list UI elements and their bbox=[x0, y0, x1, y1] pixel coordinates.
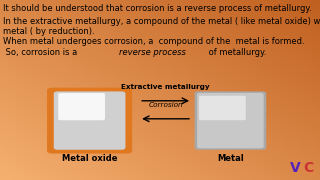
Text: Corrosion: Corrosion bbox=[148, 102, 183, 108]
FancyBboxPatch shape bbox=[58, 93, 105, 120]
FancyBboxPatch shape bbox=[47, 88, 132, 154]
Text: C: C bbox=[303, 161, 313, 175]
Text: Metal oxide: Metal oxide bbox=[62, 154, 117, 163]
Text: Extractive metallurgy: Extractive metallurgy bbox=[121, 84, 210, 90]
Text: Metal: Metal bbox=[217, 154, 244, 163]
Text: metal ( by reduction).: metal ( by reduction). bbox=[3, 27, 95, 36]
Text: It should be understood that corrosion is a reverse process of metallurgy.: It should be understood that corrosion i… bbox=[3, 4, 312, 13]
FancyBboxPatch shape bbox=[195, 91, 266, 150]
Text: of metallurgy.: of metallurgy. bbox=[206, 48, 267, 57]
Text: When metal undergoes corrosion, a  compound of the  metal is formed.: When metal undergoes corrosion, a compou… bbox=[3, 37, 305, 46]
FancyBboxPatch shape bbox=[54, 91, 125, 150]
FancyBboxPatch shape bbox=[197, 93, 264, 148]
Text: In the extractive metallurgy, a compound of the metal ( like metal oxide) will b: In the extractive metallurgy, a compound… bbox=[3, 17, 320, 26]
Text: So, corrosion is a: So, corrosion is a bbox=[3, 48, 80, 57]
Text: V: V bbox=[290, 161, 300, 175]
Text: reverse process: reverse process bbox=[119, 48, 186, 57]
FancyBboxPatch shape bbox=[199, 96, 246, 120]
